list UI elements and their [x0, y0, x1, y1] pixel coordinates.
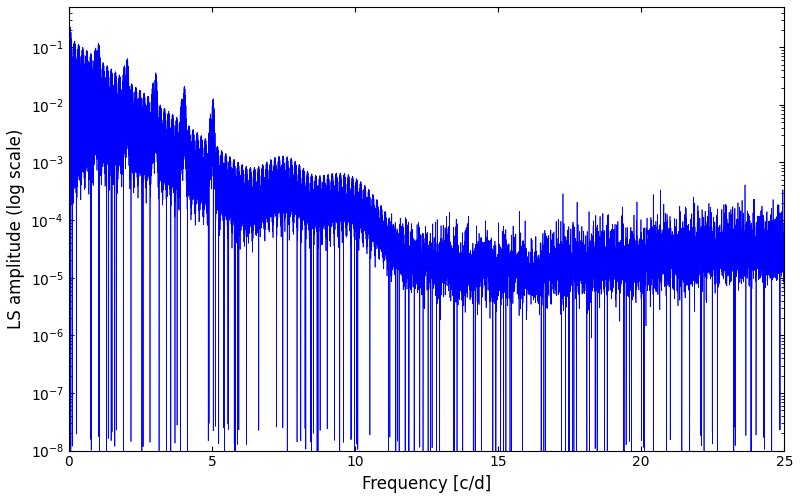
Y-axis label: LS amplitude (log scale): LS amplitude (log scale) [7, 128, 25, 329]
X-axis label: Frequency [c/d]: Frequency [c/d] [362, 475, 491, 493]
